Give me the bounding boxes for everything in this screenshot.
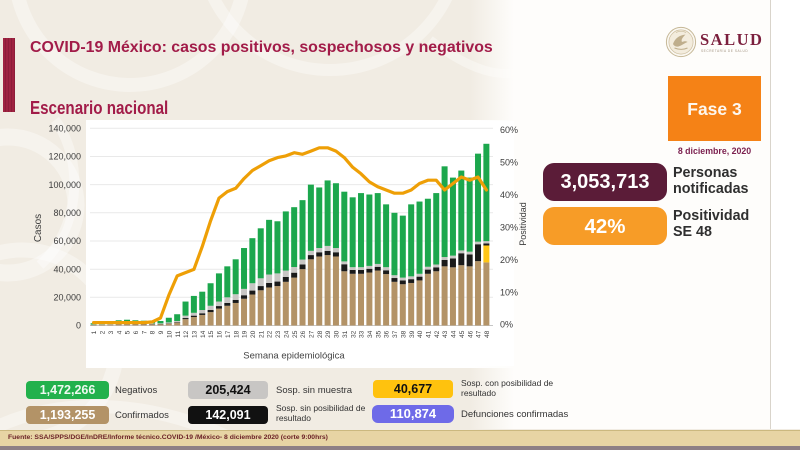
svg-text:7: 7 — [141, 330, 148, 334]
svg-text:Casos: Casos — [33, 214, 44, 242]
svg-text:21: 21 — [258, 330, 265, 338]
svg-text:30%: 30% — [500, 222, 518, 232]
svg-text:13: 13 — [191, 330, 198, 338]
svg-text:48: 48 — [484, 330, 491, 338]
svg-text:Positividad: Positividad — [518, 202, 528, 246]
svg-text:45: 45 — [459, 330, 466, 338]
svg-text:42: 42 — [434, 330, 441, 338]
svg-text:46: 46 — [467, 330, 474, 338]
svg-text:15: 15 — [208, 330, 215, 338]
svg-text:80,000: 80,000 — [53, 208, 81, 218]
svg-text:40,000: 40,000 — [53, 264, 81, 274]
svg-text:10%: 10% — [500, 287, 518, 297]
svg-text:34: 34 — [367, 330, 374, 338]
svg-text:0%: 0% — [500, 320, 513, 330]
svg-text:6: 6 — [133, 330, 140, 334]
svg-text:60%: 60% — [500, 125, 518, 135]
svg-text:1: 1 — [91, 330, 98, 334]
svg-text:140,000: 140,000 — [48, 124, 81, 134]
svg-text:47: 47 — [476, 330, 483, 338]
svg-text:37: 37 — [392, 330, 399, 338]
svg-text:39: 39 — [409, 330, 416, 338]
svg-text:38: 38 — [400, 330, 407, 338]
svg-text:14: 14 — [200, 330, 207, 338]
svg-text:100,000: 100,000 — [48, 180, 81, 190]
svg-text:19: 19 — [242, 330, 249, 338]
svg-text:25: 25 — [292, 330, 299, 338]
svg-text:4: 4 — [116, 330, 123, 334]
svg-text:44: 44 — [451, 330, 458, 338]
svg-text:29: 29 — [325, 330, 332, 338]
svg-text:43: 43 — [442, 330, 449, 338]
svg-text:40: 40 — [417, 330, 424, 338]
svg-text:40%: 40% — [500, 190, 518, 200]
svg-text:33: 33 — [359, 330, 366, 338]
svg-text:16: 16 — [217, 330, 224, 338]
svg-text:31: 31 — [342, 330, 349, 338]
svg-text:35: 35 — [375, 330, 382, 338]
svg-text:28: 28 — [317, 330, 324, 338]
svg-text:8: 8 — [150, 330, 157, 334]
svg-text:20,000: 20,000 — [53, 293, 81, 303]
svg-text:20%: 20% — [500, 255, 518, 265]
svg-text:2: 2 — [100, 330, 107, 334]
svg-text:60,000: 60,000 — [53, 236, 81, 246]
svg-text:120,000: 120,000 — [48, 152, 81, 162]
svg-text:0: 0 — [76, 321, 81, 331]
svg-text:26: 26 — [300, 330, 307, 338]
svg-text:32: 32 — [350, 330, 357, 338]
svg-text:11: 11 — [175, 330, 182, 337]
svg-text:50%: 50% — [500, 158, 518, 168]
svg-text:27: 27 — [308, 330, 315, 338]
svg-text:12: 12 — [183, 330, 190, 338]
svg-text:10: 10 — [166, 330, 173, 338]
svg-text:22: 22 — [267, 330, 274, 338]
svg-text:41: 41 — [425, 330, 432, 338]
svg-text:17: 17 — [225, 330, 232, 338]
svg-text:36: 36 — [384, 330, 391, 338]
svg-text:24: 24 — [283, 330, 290, 338]
svg-text:23: 23 — [275, 330, 282, 338]
svg-text:30: 30 — [334, 330, 341, 338]
svg-text:3: 3 — [108, 330, 115, 334]
svg-text:5: 5 — [125, 330, 132, 334]
svg-text:9: 9 — [158, 330, 165, 334]
svg-text:20: 20 — [250, 330, 257, 338]
svg-text:Semana epidemiológica: Semana epidemiológica — [243, 351, 345, 362]
svg-text:18: 18 — [233, 330, 240, 338]
